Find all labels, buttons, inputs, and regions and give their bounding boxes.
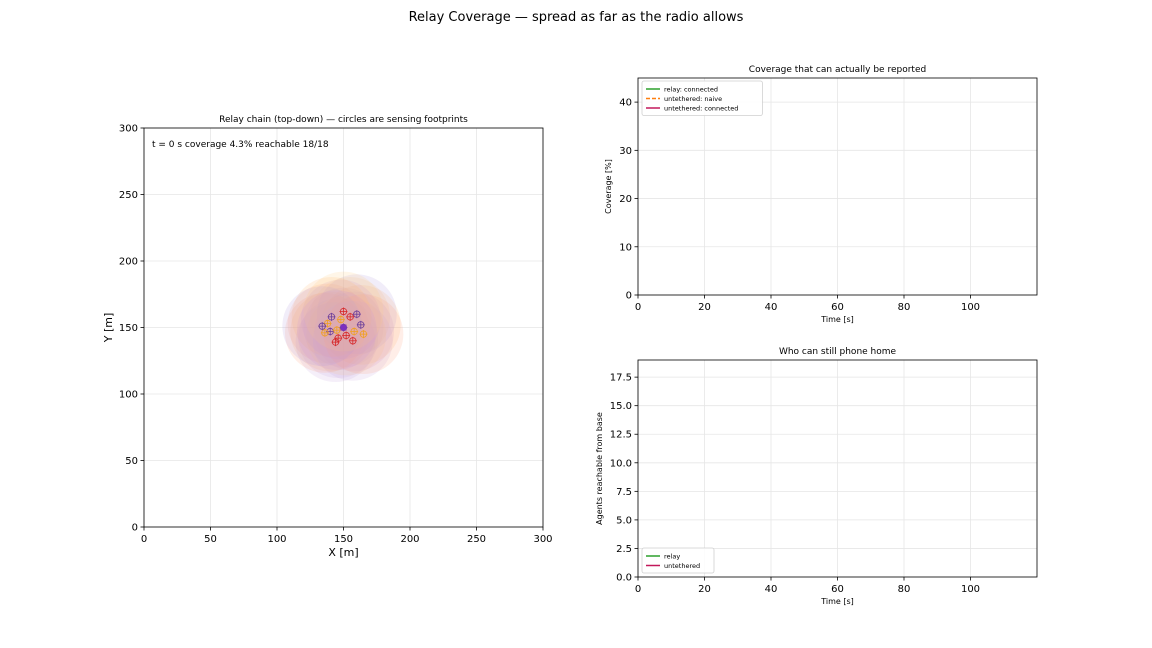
legend-label: untethered: connected [664,105,738,113]
y-tick-label: 15.0 [610,401,632,412]
y-tick-label: 100 [119,390,138,401]
y-tick-label: 250 [119,190,138,201]
x-tick-label: 200 [400,534,419,545]
x-tick-label: 100 [267,534,286,545]
y-axis-label: Agents reachable from base [595,412,604,525]
y-tick-label: 150 [119,323,138,334]
x-tick-label: 60 [831,302,844,313]
y-tick-label: 17.5 [610,373,632,384]
x-tick-label: 40 [765,302,778,313]
base-station-marker [340,324,347,331]
x-tick-label: 40 [765,584,778,595]
x-tick-label: 0 [635,302,641,313]
chart-title: Relay chain (top-down) — circles are sen… [219,115,468,125]
x-tick-label: 0 [141,534,147,545]
x-axis-label: Time [s] [820,597,854,606]
y-tick-label: 20 [619,194,632,205]
y-tick-label: 300 [119,124,138,135]
x-tick-label: 0 [635,584,641,595]
legend-label: untethered: naive [664,95,722,103]
y-tick-label: 200 [119,257,138,268]
y-tick-label: 50 [125,456,138,467]
y-tick-label: 12.5 [610,430,632,441]
legend-label: relay [664,553,680,561]
y-tick-label: 5.0 [616,515,632,526]
x-tick-label: 50 [204,534,217,545]
legend-label: untethered [664,562,700,570]
y-axis-label: Coverage [%] [604,159,613,214]
x-tick-label: 20 [698,584,711,595]
legend-frame [641,80,763,116]
chart-axes-1: t = 0 s coverage 4.3% reachable 18/18 0 50… [102,115,553,559]
y-tick-label: 0.0 [616,573,632,584]
x-tick-label: 250 [467,534,486,545]
status-annotation: t = 0 s coverage 4.3% reachable 18/18 [152,140,329,150]
y-tick-label: 10 [619,242,632,253]
x-tick-label: 150 [334,534,353,545]
chart-title: Coverage that can actually be reported [749,65,926,75]
x-tick-label: 80 [898,584,911,595]
legend-label: relay: connected [664,86,718,94]
legend-frame [641,547,715,574]
y-axis-label: Y [m] [102,313,115,344]
x-tick-label: 80 [898,302,911,313]
x-axis-label: X [m] [328,546,358,559]
x-tick-label: 60 [831,584,844,595]
y-tick-label: 2.5 [616,544,632,555]
y-tick-label: 0 [626,291,632,302]
chart-title: Who can still phone home [779,347,897,357]
y-tick-label: 30 [619,146,632,157]
x-tick-label: 300 [533,534,552,545]
y-tick-label: 0 [132,523,138,534]
plot-area [282,271,404,383]
figure-title: Relay Coverage — spread as far as the ra… [408,10,744,25]
y-tick-label: 40 [619,98,632,109]
x-tick-label: 100 [961,584,980,595]
x-tick-label: 100 [961,302,980,313]
y-tick-label: 7.5 [616,487,632,498]
x-axis-label: Time [s] [820,315,854,324]
y-tick-label: 10.0 [610,458,632,469]
x-tick-label: 20 [698,302,711,313]
